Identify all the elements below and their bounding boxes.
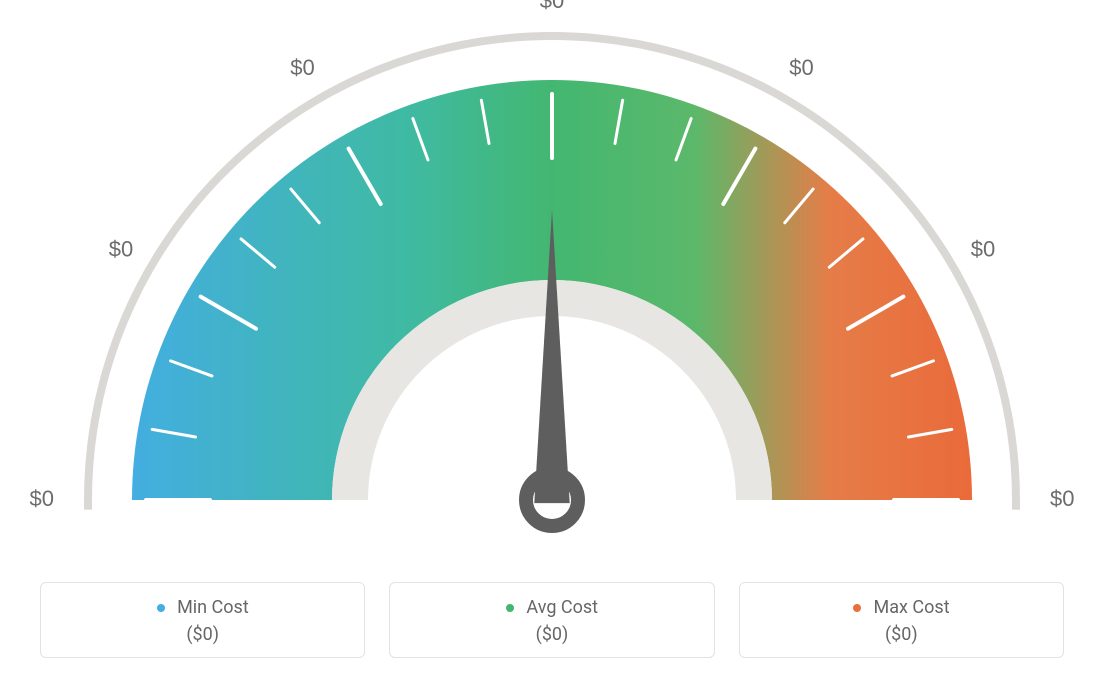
svg-text:$0: $0: [789, 55, 813, 80]
legend-max-value: ($0): [752, 624, 1051, 645]
legend-min-value: ($0): [53, 624, 352, 645]
legend-min-title: Min Cost: [53, 597, 352, 618]
gauge-cost-widget: $0 $0 $0 $0 $0 $0 $0 Min Cost ($0) Avg Cost ($…: [0, 0, 1104, 690]
legend-max-dot: [853, 604, 861, 612]
gauge-area: $0 $0 $0 $0 $0 $0 $0: [0, 0, 1104, 560]
svg-text:$0: $0: [540, 0, 564, 13]
legend-min-label: Min Cost: [177, 597, 249, 618]
svg-text:$0: $0: [290, 55, 314, 80]
svg-text:$0: $0: [109, 237, 133, 262]
legend-avg-dot: [506, 604, 514, 612]
legend-max-label: Max Cost: [874, 597, 950, 618]
legend-avg-cell: Avg Cost ($0): [389, 582, 714, 658]
legend-avg-value: ($0): [402, 624, 701, 645]
legend-min-cell: Min Cost ($0): [40, 582, 365, 658]
legend-max-cell: Max Cost ($0): [739, 582, 1064, 658]
legend-row: Min Cost ($0) Avg Cost ($0) Max Cost ($0…: [40, 582, 1064, 658]
legend-min-dot: [157, 604, 165, 612]
legend-avg-label: Avg Cost: [526, 597, 598, 618]
legend-max-title: Max Cost: [752, 597, 1051, 618]
legend-avg-title: Avg Cost: [402, 597, 701, 618]
svg-text:$0: $0: [971, 237, 995, 262]
svg-text:$0: $0: [30, 486, 54, 511]
svg-text:$0: $0: [1050, 486, 1074, 511]
gauge-svg: $0 $0 $0 $0 $0 $0 $0: [0, 0, 1104, 560]
